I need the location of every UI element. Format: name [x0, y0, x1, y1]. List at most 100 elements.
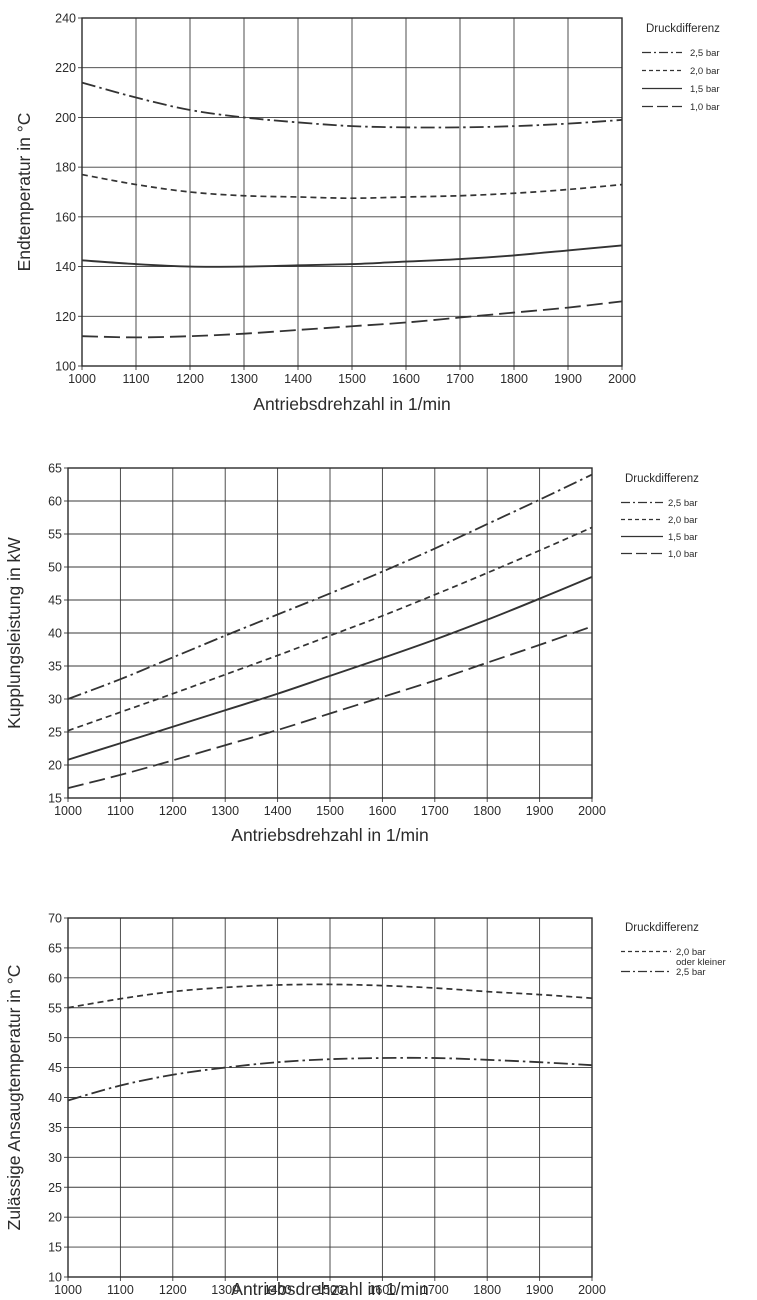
y-tick-label: 30: [48, 693, 62, 707]
legend: Druckdifferenz 2,5 bar 2,0 bar 1,5 bar 1,0 b…: [621, 473, 699, 560]
x-tick-label: 1600: [368, 1283, 396, 1297]
x-tick-label: 2000: [578, 1283, 606, 1297]
y-tick-label: 65: [48, 462, 62, 476]
y-tick-label: 10: [48, 1271, 62, 1285]
legend-entry-label: 2,0 bar: [690, 66, 720, 77]
series-line-2-0-bar: [67, 983, 593, 1009]
legend-entry-label: 2,5 bar: [690, 48, 720, 59]
x-tick-label: 1800: [473, 1283, 501, 1297]
x-tick-label: 1600: [368, 804, 396, 818]
legend-entry-label: 2,5 bar: [668, 498, 698, 509]
x-tick-label: 1000: [68, 372, 96, 386]
y-tick-label: 45: [48, 594, 62, 608]
y-tick-label: 40: [48, 627, 62, 641]
legend-entry-label: 2,0 bar: [676, 947, 706, 958]
legend: Druckdifferenz 2,5 bar 2,0 bar 1,5 bar 1,0 b…: [642, 23, 720, 113]
chart-2: 1000 1100 1200 1300 1400 1500 1600 1700 1800 1900…: [4, 462, 699, 846]
y-tick-label: 120: [55, 310, 76, 324]
x-tick-label: 1000: [54, 804, 82, 818]
x-tick-label: 1400: [264, 1283, 292, 1297]
x-tick-label: 1400: [264, 804, 292, 818]
series-line-1-5-bar: [81, 244, 623, 268]
series-line-2-5-bar: [81, 81, 623, 129]
series-line-1-5-bar: [67, 576, 593, 761]
legend-entry-label: 1,5 bar: [668, 532, 698, 543]
y-tick-label: 20: [48, 1211, 62, 1225]
x-tick-label: 1700: [421, 1283, 449, 1297]
y-tick-label: 180: [55, 161, 76, 175]
x-tick-label: 1200: [176, 372, 204, 386]
y-tick-label: 30: [48, 1151, 62, 1165]
legend-entry-label: 1,0 bar: [690, 102, 720, 113]
series-line-2-0-bar: [81, 173, 623, 200]
y-tick-label: 35: [48, 1121, 62, 1135]
x-tick-label: 1900: [526, 804, 554, 818]
x-tick-label: 1500: [338, 372, 366, 386]
y-tick-label: 25: [48, 726, 62, 740]
x-tick-label: 1400: [284, 372, 312, 386]
x-tick-label: 1800: [473, 804, 501, 818]
series-line-2-5-bar: [67, 473, 593, 700]
series-line-1-0-bar: [67, 625, 593, 789]
legend-title: Druckdifferenz: [625, 473, 699, 485]
x-tick-label: 1500: [316, 804, 344, 818]
x-tick-label: 1100: [107, 804, 134, 818]
y-tick-label: 100: [55, 360, 76, 374]
x-tick-label: 1500: [316, 1283, 344, 1297]
y-tick-label: 70: [48, 912, 62, 926]
x-tick-label: 1600: [392, 372, 420, 386]
series-line-1-0-bar: [81, 300, 623, 339]
x-tick-label: 1300: [211, 804, 239, 818]
series-line-2-0-bar: [67, 526, 593, 732]
y-axis-title: Endtemperatur in °C: [14, 113, 34, 272]
y-axis-title: Kupplungsleistung in kW: [4, 537, 24, 729]
x-tick-label: 1700: [421, 804, 449, 818]
x-tick-label: 1700: [446, 372, 474, 386]
y-tick-label: 60: [48, 971, 62, 985]
chart-3: 1000 1100 1200 1300 1400 1500 1600 1700 1800 1900…: [4, 912, 726, 1300]
plot-frame: [81, 17, 623, 367]
x-tick-label: 1000: [54, 1283, 82, 1297]
series-line-2-5-bar: [67, 1056, 593, 1102]
y-tick-label: 40: [48, 1091, 62, 1105]
y-tick-label: 140: [55, 260, 76, 274]
legend-title: Druckdifferenz: [625, 922, 699, 934]
x-axis-title: Antriebsdrehzahl in 1/min: [231, 825, 428, 845]
y-tick-label: 220: [55, 61, 76, 75]
x-tick-label: 1200: [159, 1283, 187, 1297]
legend-entry-label: 2,5 bar: [676, 967, 706, 978]
x-tick-label: 1100: [107, 1283, 134, 1297]
x-tick-label: 2000: [578, 804, 606, 818]
chart-1: 1000 1100 1200 1300 1400 1500 1600 1700 1800 1900…: [14, 12, 720, 415]
x-tick-label: 1300: [211, 1283, 239, 1297]
x-tick-label: 1300: [230, 372, 258, 386]
legend-entry-label: 1,5 bar: [690, 84, 720, 95]
x-axis-title: Antriebsdrehzahl in 1/min: [231, 1279, 428, 1299]
y-tick-label: 45: [48, 1061, 62, 1075]
y-tick-label: 25: [48, 1181, 62, 1195]
y-tick-label: 65: [48, 941, 62, 955]
x-tick-label: 1800: [500, 372, 528, 386]
y-axis-title: Zulässige Ansaugtemperatur in °C: [4, 965, 24, 1231]
y-tick-label: 20: [48, 759, 62, 773]
y-tick-label: 60: [48, 495, 62, 509]
y-tick-label: 240: [55, 12, 76, 26]
x-tick-label: 1200: [159, 804, 187, 818]
y-tick-label: 15: [48, 792, 62, 806]
legend-entry-label-line2: oder kleiner: [676, 957, 726, 968]
y-tick-label: 200: [55, 111, 76, 125]
y-tick-label: 55: [48, 528, 62, 542]
plot-frame: [67, 917, 593, 1278]
y-tick-label: 160: [55, 210, 76, 224]
legend-entry-label: 1,0 bar: [668, 549, 698, 560]
y-tick-label: 15: [48, 1241, 62, 1255]
x-tick-label: 1900: [554, 372, 582, 386]
plot-frame: [67, 467, 593, 799]
y-tick-label: 50: [48, 561, 62, 575]
y-tick-label: 35: [48, 660, 62, 674]
y-tick-label: 55: [48, 1001, 62, 1015]
legend-title: Druckdifferenz: [646, 23, 720, 35]
x-tick-label: 2000: [608, 372, 636, 386]
